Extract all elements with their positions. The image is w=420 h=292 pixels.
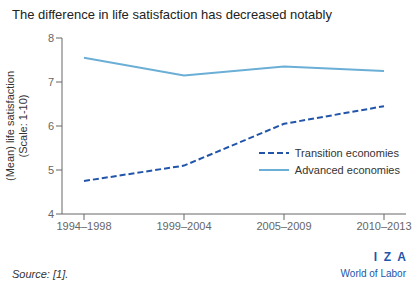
svg-text:1994–1998: 1994–1998 (56, 220, 111, 232)
html-text:I Z A: I Z A (373, 250, 406, 264)
svg-text:8: 8 (48, 32, 54, 44)
svg-text:5: 5 (48, 164, 54, 176)
html-text:World of Labor: World of Labor (340, 268, 406, 279)
svg-text:4: 4 (48, 208, 54, 220)
html-text:Advanced economies: Advanced economies (294, 164, 400, 177)
html-text:Transition economies: Transition economies (294, 147, 399, 160)
html-text:The difference in life satisfa: The difference in life satisfaction has … (12, 7, 332, 22)
svg-text:(Mean) life satisfaction(Scale: (Mean) life satisfaction(Scale: 1-10) (8, 71, 29, 181)
html-text:Source: [1].: Source: [1]. (12, 268, 69, 280)
svg-text:7: 7 (48, 76, 54, 88)
svg-text:2010–2013: 2010–2013 (356, 220, 411, 232)
svg-text:1999–2004: 1999–2004 (156, 220, 211, 232)
svg-text:6: 6 (48, 120, 54, 132)
svg-text:2005–2009: 2005–2009 (256, 220, 311, 232)
